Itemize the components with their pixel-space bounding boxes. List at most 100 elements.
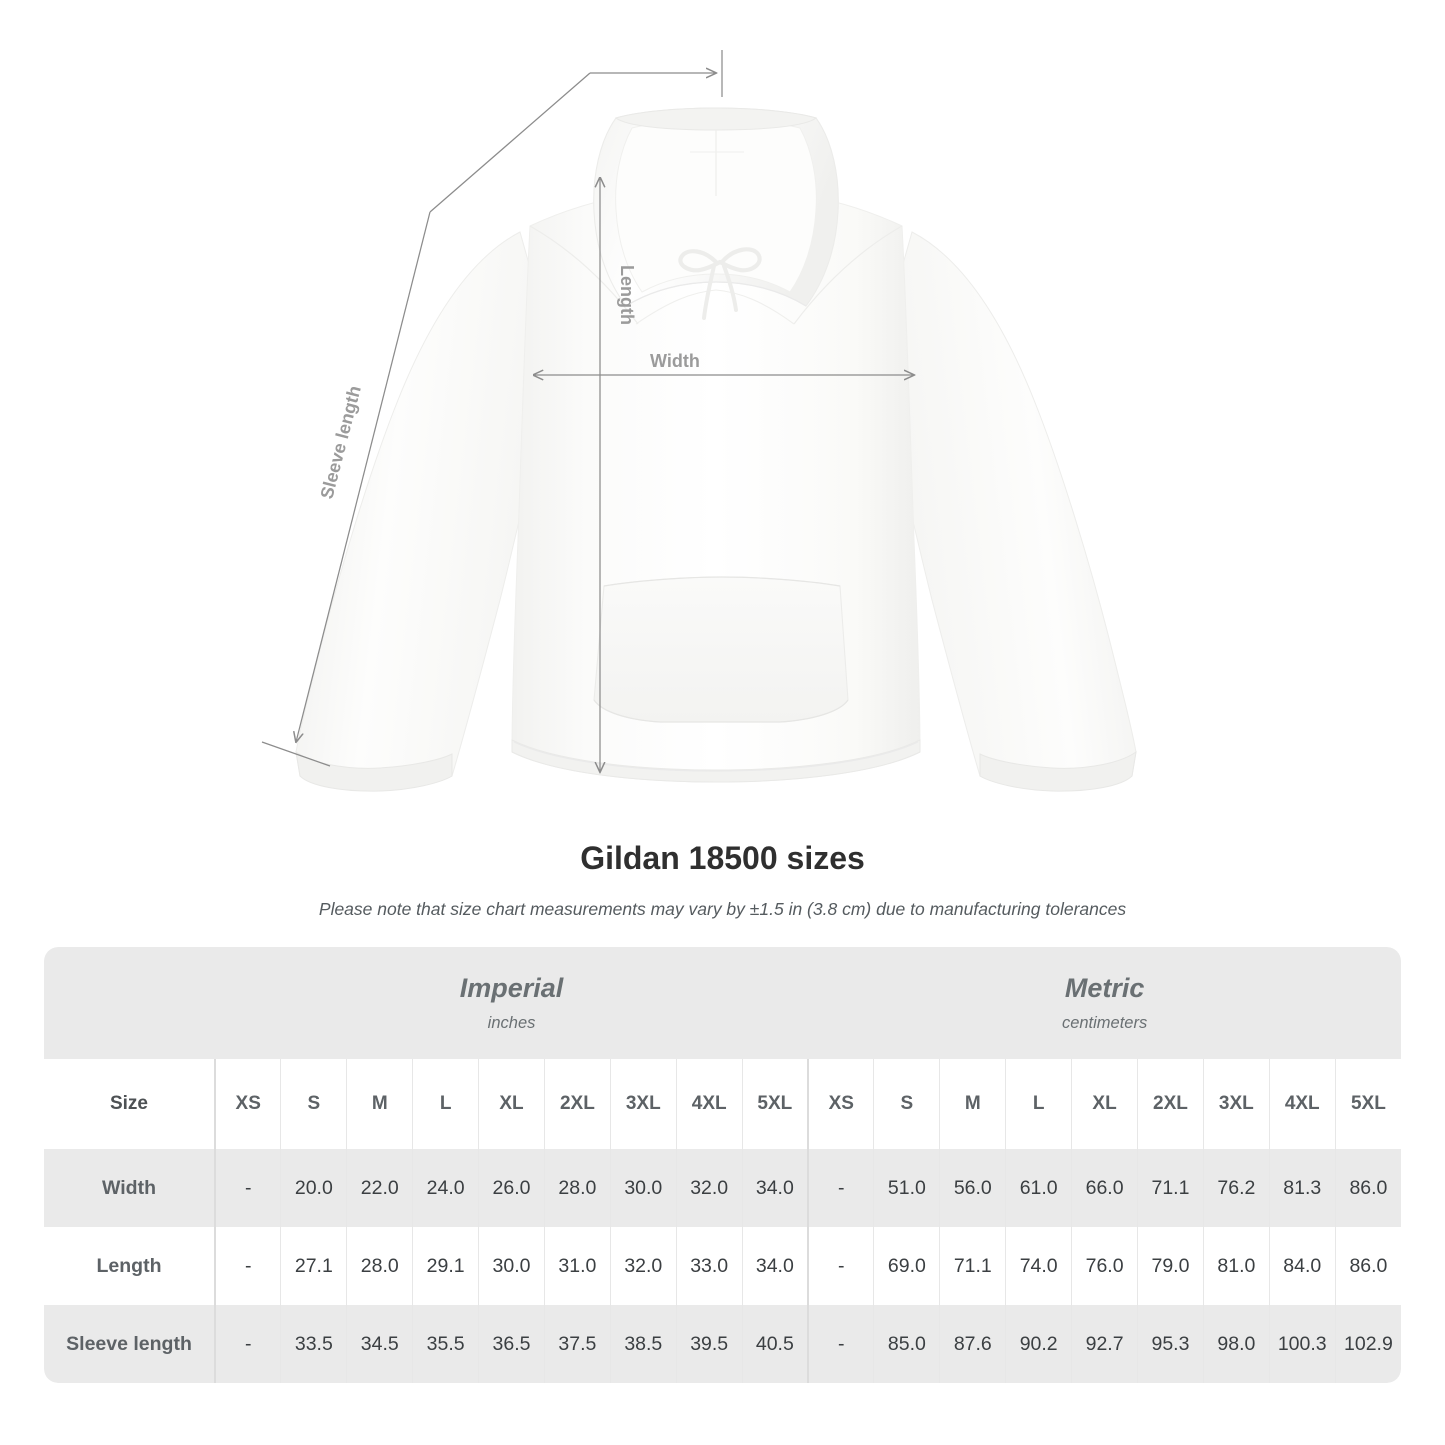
cell-length-imperial-2xl: 31.0 [543,1227,611,1305]
cell-sleeve-length-metric-s: 85.0 [873,1305,940,1383]
cell-sleeve-length-metric-xl: 92.7 [1071,1305,1138,1383]
row-label-length: Length [44,1227,215,1305]
cell-width-imperial-xl: 26.0 [478,1149,545,1227]
unit-section-name: Imperial [459,973,564,1004]
cell-sleeve-length-metric-3xl: 98.0 [1202,1305,1270,1383]
cell-sleeve-length-imperial-4xl: 39.5 [675,1305,743,1383]
size-header-2xl-imperial: 2XL [543,1059,611,1149]
cell-width-metric-l: 61.0 [1005,1149,1072,1227]
size-header-m-imperial: M [346,1059,413,1149]
size-header-m-metric: M [939,1059,1006,1149]
cell-width-imperial-s: 20.0 [280,1149,347,1227]
cell-length-metric-5xl: 86.0 [1334,1227,1402,1305]
cell-width-metric-xs: - [807,1149,874,1227]
garment-illustration: Length Width Sleeve length [261,50,1137,792]
size-header-5xl-imperial: 5XL [741,1059,809,1149]
size-header-xs-imperial: XS [214,1059,281,1149]
cell-length-metric-xl: 76.0 [1071,1227,1138,1305]
cell-length-metric-2xl: 79.0 [1137,1227,1204,1305]
cell-width-metric-4xl: 81.3 [1268,1149,1336,1227]
tolerance-note: Please note that size chart measurements… [318,899,1127,919]
size-header-s-metric: S [873,1059,940,1149]
cell-sleeve-length-metric-2xl: 95.3 [1137,1305,1204,1383]
cell-sleeve-length-imperial-m: 34.5 [346,1305,413,1383]
cell-length-metric-m: 71.1 [939,1227,1006,1305]
cell-length-imperial-m: 28.0 [346,1227,413,1305]
cell-sleeve-length-metric-l: 90.2 [1005,1305,1072,1383]
cell-length-imperial-3xl: 32.0 [609,1227,677,1305]
cell-width-imperial-m: 22.0 [346,1149,413,1227]
size-header-l-metric: L [1005,1059,1072,1149]
cell-sleeve-length-imperial-s: 33.5 [280,1305,347,1383]
unit-section-sub: inches [487,1013,536,1032]
table-row: Length -27.1 28.0 29.1 30.0 31.0 32.0 33.0 34.0-… [44,1227,1402,1305]
cell-length-imperial-5xl: 34.0 [741,1227,809,1305]
chart-heading: Gildan 18500 sizes Please note that size… [0,840,1445,920]
cell-length-imperial-xs: - [214,1227,281,1305]
row-label-width: Width [44,1149,215,1227]
cell-width-metric-2xl: 71.1 [1137,1149,1204,1227]
measurement-annotations [261,50,914,772]
sleeve-length-label: Sleeve length [317,384,365,501]
cell-width-imperial-2xl: 28.0 [543,1149,611,1227]
size-header-5xl-metric: 5XL [1334,1059,1402,1149]
cell-sleeve-length-metric-4xl: 100.3 [1268,1305,1336,1383]
unit-section-sub: centimeters [1061,1013,1148,1032]
page-title: Gildan 18500 sizes [580,840,865,876]
cell-sleeve-length-imperial-5xl: 40.5 [741,1305,809,1383]
unit-section-imperial: Imperial inches [215,947,809,1059]
size-header-3xl-imperial: 3XL [609,1059,677,1149]
cell-length-metric-xs: - [807,1227,874,1305]
size-header-s-imperial: S [280,1059,347,1149]
cell-sleeve-length-metric-xs: - [807,1305,874,1383]
cell-width-imperial-l: 24.0 [412,1149,479,1227]
unit-row-corner [44,947,215,1059]
cell-sleeve-length-imperial-xs: - [214,1305,281,1383]
cell-width-imperial-3xl: 30.0 [609,1149,677,1227]
cell-length-metric-4xl: 84.0 [1268,1227,1336,1305]
size-header-xs-metric: XS [807,1059,874,1149]
unit-section-name: Metric [1064,973,1145,1004]
cell-length-metric-l: 74.0 [1005,1227,1072,1305]
cell-width-metric-5xl: 86.0 [1334,1149,1402,1227]
cell-sleeve-length-metric-m: 87.6 [939,1305,1006,1383]
cell-width-metric-xl: 66.0 [1071,1149,1138,1227]
cell-sleeve-length-metric-5xl: 102.9 [1334,1305,1402,1383]
size-header-4xl-metric: 4XL [1268,1059,1336,1149]
size-column-header: Size [44,1059,215,1149]
cell-width-imperial-5xl: 34.0 [741,1149,809,1227]
hoodie-graphic [295,107,1137,792]
width-label: Width [650,351,700,371]
cell-length-imperial-s: 27.1 [280,1227,347,1305]
size-header-3xl-metric: 3XL [1202,1059,1270,1149]
cell-width-metric-3xl: 76.2 [1202,1149,1270,1227]
unit-system-row: Imperial inches Metric centimeters [44,947,1402,1059]
unit-section-metric: Metric centimeters [808,947,1402,1059]
size-header-xl-imperial: XL [478,1059,545,1149]
cell-sleeve-length-imperial-xl: 36.5 [478,1305,545,1383]
table-row: Width -20.0 22.0 24.0 26.0 28.0 30.0 32.0 34.0-5… [44,1149,1402,1227]
cell-sleeve-length-imperial-2xl: 37.5 [543,1305,611,1383]
cell-length-imperial-l: 29.1 [412,1227,479,1305]
row-label-sleeve-length: Sleeve length [44,1305,215,1383]
sleeve-length-leader [261,50,723,767]
cell-width-imperial-4xl: 32.0 [675,1149,743,1227]
size-header-row: Size XS S M L XL 2XL 3XL 4XL 5XL XS S M L XL 2XL 3XL 4XL 5… [44,1059,1402,1149]
cell-length-imperial-4xl: 33.0 [675,1227,743,1305]
size-header-l-imperial: L [412,1059,479,1149]
cell-length-metric-s: 69.0 [873,1227,940,1305]
size-chart-table: Imperial inches Metric centimeters Size XS S M L… [44,947,1402,1383]
length-label: Length [617,265,637,325]
cell-sleeve-length-imperial-3xl: 38.5 [609,1305,677,1383]
drawstring-bow [678,247,762,320]
cell-width-imperial-xs: - [214,1149,281,1227]
size-header-4xl-imperial: 4XL [675,1059,743,1149]
size-header-2xl-metric: 2XL [1137,1059,1204,1149]
cell-length-imperial-xl: 30.0 [478,1227,545,1305]
cell-length-metric-3xl: 81.0 [1202,1227,1270,1305]
size-header-xl-metric: XL [1071,1059,1138,1149]
cell-width-metric-m: 56.0 [939,1149,1006,1227]
cell-width-metric-s: 51.0 [873,1149,940,1227]
size-chart-table-wrap: Imperial inches Metric centimeters Size XS S M L… [44,947,1402,1383]
cell-sleeve-length-imperial-l: 35.5 [412,1305,479,1383]
